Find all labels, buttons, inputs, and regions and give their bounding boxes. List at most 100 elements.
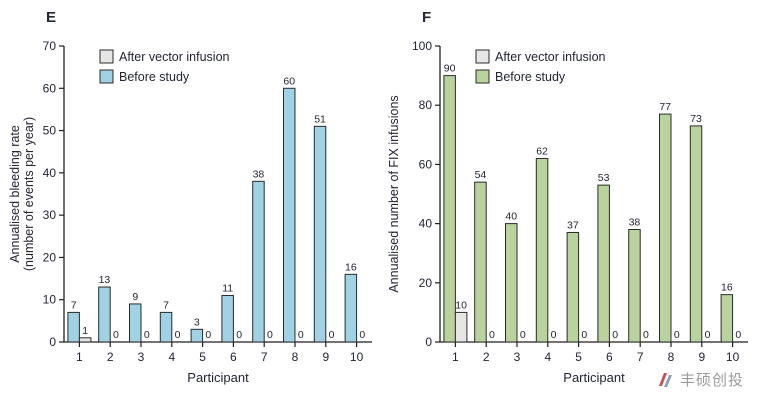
x-tick-label: 5 <box>575 350 582 364</box>
bar-before-participant-10 <box>344 273 358 343</box>
y-tick-label: 60 <box>419 157 433 171</box>
bar-value-label: 16 <box>345 261 357 273</box>
x-tick-label: 4 <box>168 350 175 364</box>
x-tick-label: 7 <box>637 350 644 364</box>
bar-value-label: 38 <box>253 168 265 180</box>
bar-value-label: 62 <box>536 145 548 157</box>
bar-before-participant-9 <box>313 125 327 343</box>
bar-after-participant-1 <box>78 337 92 343</box>
bar-value-label: 7 <box>71 299 77 311</box>
bar-value-label: 0 <box>359 329 365 341</box>
bar-value-label: 90 <box>444 63 456 75</box>
bar-value-label: 73 <box>690 113 702 125</box>
bar-value-label: 0 <box>735 329 741 341</box>
bar-value-label: 0 <box>144 329 150 341</box>
x-tick-label: 7 <box>261 350 268 364</box>
chart-F: F020406080100190102540340046205370653073… <box>387 9 748 385</box>
legend-swatch-before <box>99 69 114 84</box>
y-axis-title: (number of events per year) <box>22 117 36 271</box>
bar-after-participant-1 <box>454 311 468 343</box>
x-tick-label: 9 <box>698 350 705 364</box>
x-tick-label: 8 <box>292 350 299 364</box>
legend-label: After vector infusion <box>119 50 230 64</box>
bar-before-participant-5 <box>190 328 204 343</box>
bar-before-participant-1 <box>67 311 80 343</box>
x-tick-label: 6 <box>230 350 237 364</box>
y-tick-label: 20 <box>43 250 57 264</box>
x-tick-label: 10 <box>726 350 740 364</box>
y-axis-title: Annualised number of FIX infusions <box>387 95 401 292</box>
y-tick-label: 40 <box>419 217 433 231</box>
bar-before-participant-1 <box>443 75 456 343</box>
bar-before-participant-3 <box>505 223 518 343</box>
bar-value-label: 0 <box>643 329 649 341</box>
y-tick-label: 70 <box>43 39 57 53</box>
y-tick-label: 0 <box>425 335 432 349</box>
y-tick-label: 40 <box>43 166 57 180</box>
bar-value-label: 54 <box>475 169 487 181</box>
y-axis-title: Annualised bleeding rate <box>8 125 22 263</box>
bar-value-label: 0 <box>329 329 335 341</box>
legend-swatch-after <box>99 49 114 64</box>
y-tick-label: 30 <box>43 208 57 222</box>
bar-value-label: 0 <box>705 329 711 341</box>
bar-before-participant-10 <box>720 294 734 343</box>
bar-value-label: 0 <box>267 329 273 341</box>
bar-before-participant-9 <box>689 125 703 343</box>
bar-value-label: 53 <box>598 172 610 184</box>
bar-value-label: 0 <box>205 329 211 341</box>
panel-letter: F <box>422 9 431 26</box>
bar-value-label: 0 <box>581 329 587 341</box>
x-tick-label: 1 <box>452 350 459 364</box>
x-tick-label: 3 <box>514 350 521 364</box>
x-tick-label: 2 <box>107 350 114 364</box>
legend-label: Before study <box>119 70 190 84</box>
legend-swatch-before <box>475 69 490 84</box>
bar-before-participant-7 <box>252 180 265 343</box>
watermark-text: 丰硕创投 <box>679 372 744 389</box>
legend-label: Before study <box>495 70 566 84</box>
bar-before-participant-8 <box>283 87 296 343</box>
x-tick-label: 10 <box>350 350 364 364</box>
bar-before-participant-2 <box>98 286 111 343</box>
y-tick-label: 100 <box>412 39 432 53</box>
bar-value-label: 0 <box>551 329 557 341</box>
y-tick-label: 0 <box>49 335 56 349</box>
y-tick-label: 80 <box>419 98 433 112</box>
bar-value-label: 0 <box>298 329 304 341</box>
bar-value-label: 11 <box>222 282 233 294</box>
bar-value-label: 37 <box>567 219 579 231</box>
bar-before-participant-7 <box>628 229 641 343</box>
bar-value-label: 0 <box>236 329 242 341</box>
bar-before-participant-5 <box>566 231 580 343</box>
watermark-logo-icon <box>656 371 674 389</box>
x-tick-label: 3 <box>138 350 145 364</box>
y-tick-label: 50 <box>43 124 57 138</box>
bar-value-label: 0 <box>612 329 618 341</box>
bar-value-label: 60 <box>283 75 295 87</box>
bar-value-label: 0 <box>520 329 526 341</box>
x-tick-label: 1 <box>76 350 83 364</box>
x-tick-label: 2 <box>483 350 490 364</box>
bar-value-label: 3 <box>194 316 200 328</box>
legend-swatch-after <box>475 49 490 64</box>
bar-value-label: 40 <box>505 211 517 223</box>
x-axis-title: Participant <box>563 370 625 385</box>
bar-value-label: 77 <box>659 101 671 113</box>
bar-value-label: 10 <box>455 299 467 311</box>
legend-label: After vector infusion <box>495 50 606 64</box>
bar-value-label: 1 <box>82 325 88 337</box>
x-tick-label: 6 <box>606 350 613 364</box>
bar-before-participant-3 <box>129 303 142 343</box>
bar-before-participant-4 <box>159 311 173 343</box>
x-axis-title: Participant <box>187 370 249 385</box>
bar-value-label: 9 <box>132 291 138 303</box>
x-tick-label: 5 <box>199 350 206 364</box>
bar-value-label: 7 <box>163 299 169 311</box>
bar-value-label: 0 <box>674 329 680 341</box>
y-tick-label: 60 <box>43 81 57 95</box>
panel-E: E 0 10 20 30 40 50 60 70 1 7 1 2 13 0 3 9 0 4 7 0 5 3 0 6 11 0 7 38 0… <box>6 2 378 398</box>
chart-E: E010203040506070171213039047053061107380… <box>8 9 372 385</box>
bar-before-participant-4 <box>535 157 549 343</box>
